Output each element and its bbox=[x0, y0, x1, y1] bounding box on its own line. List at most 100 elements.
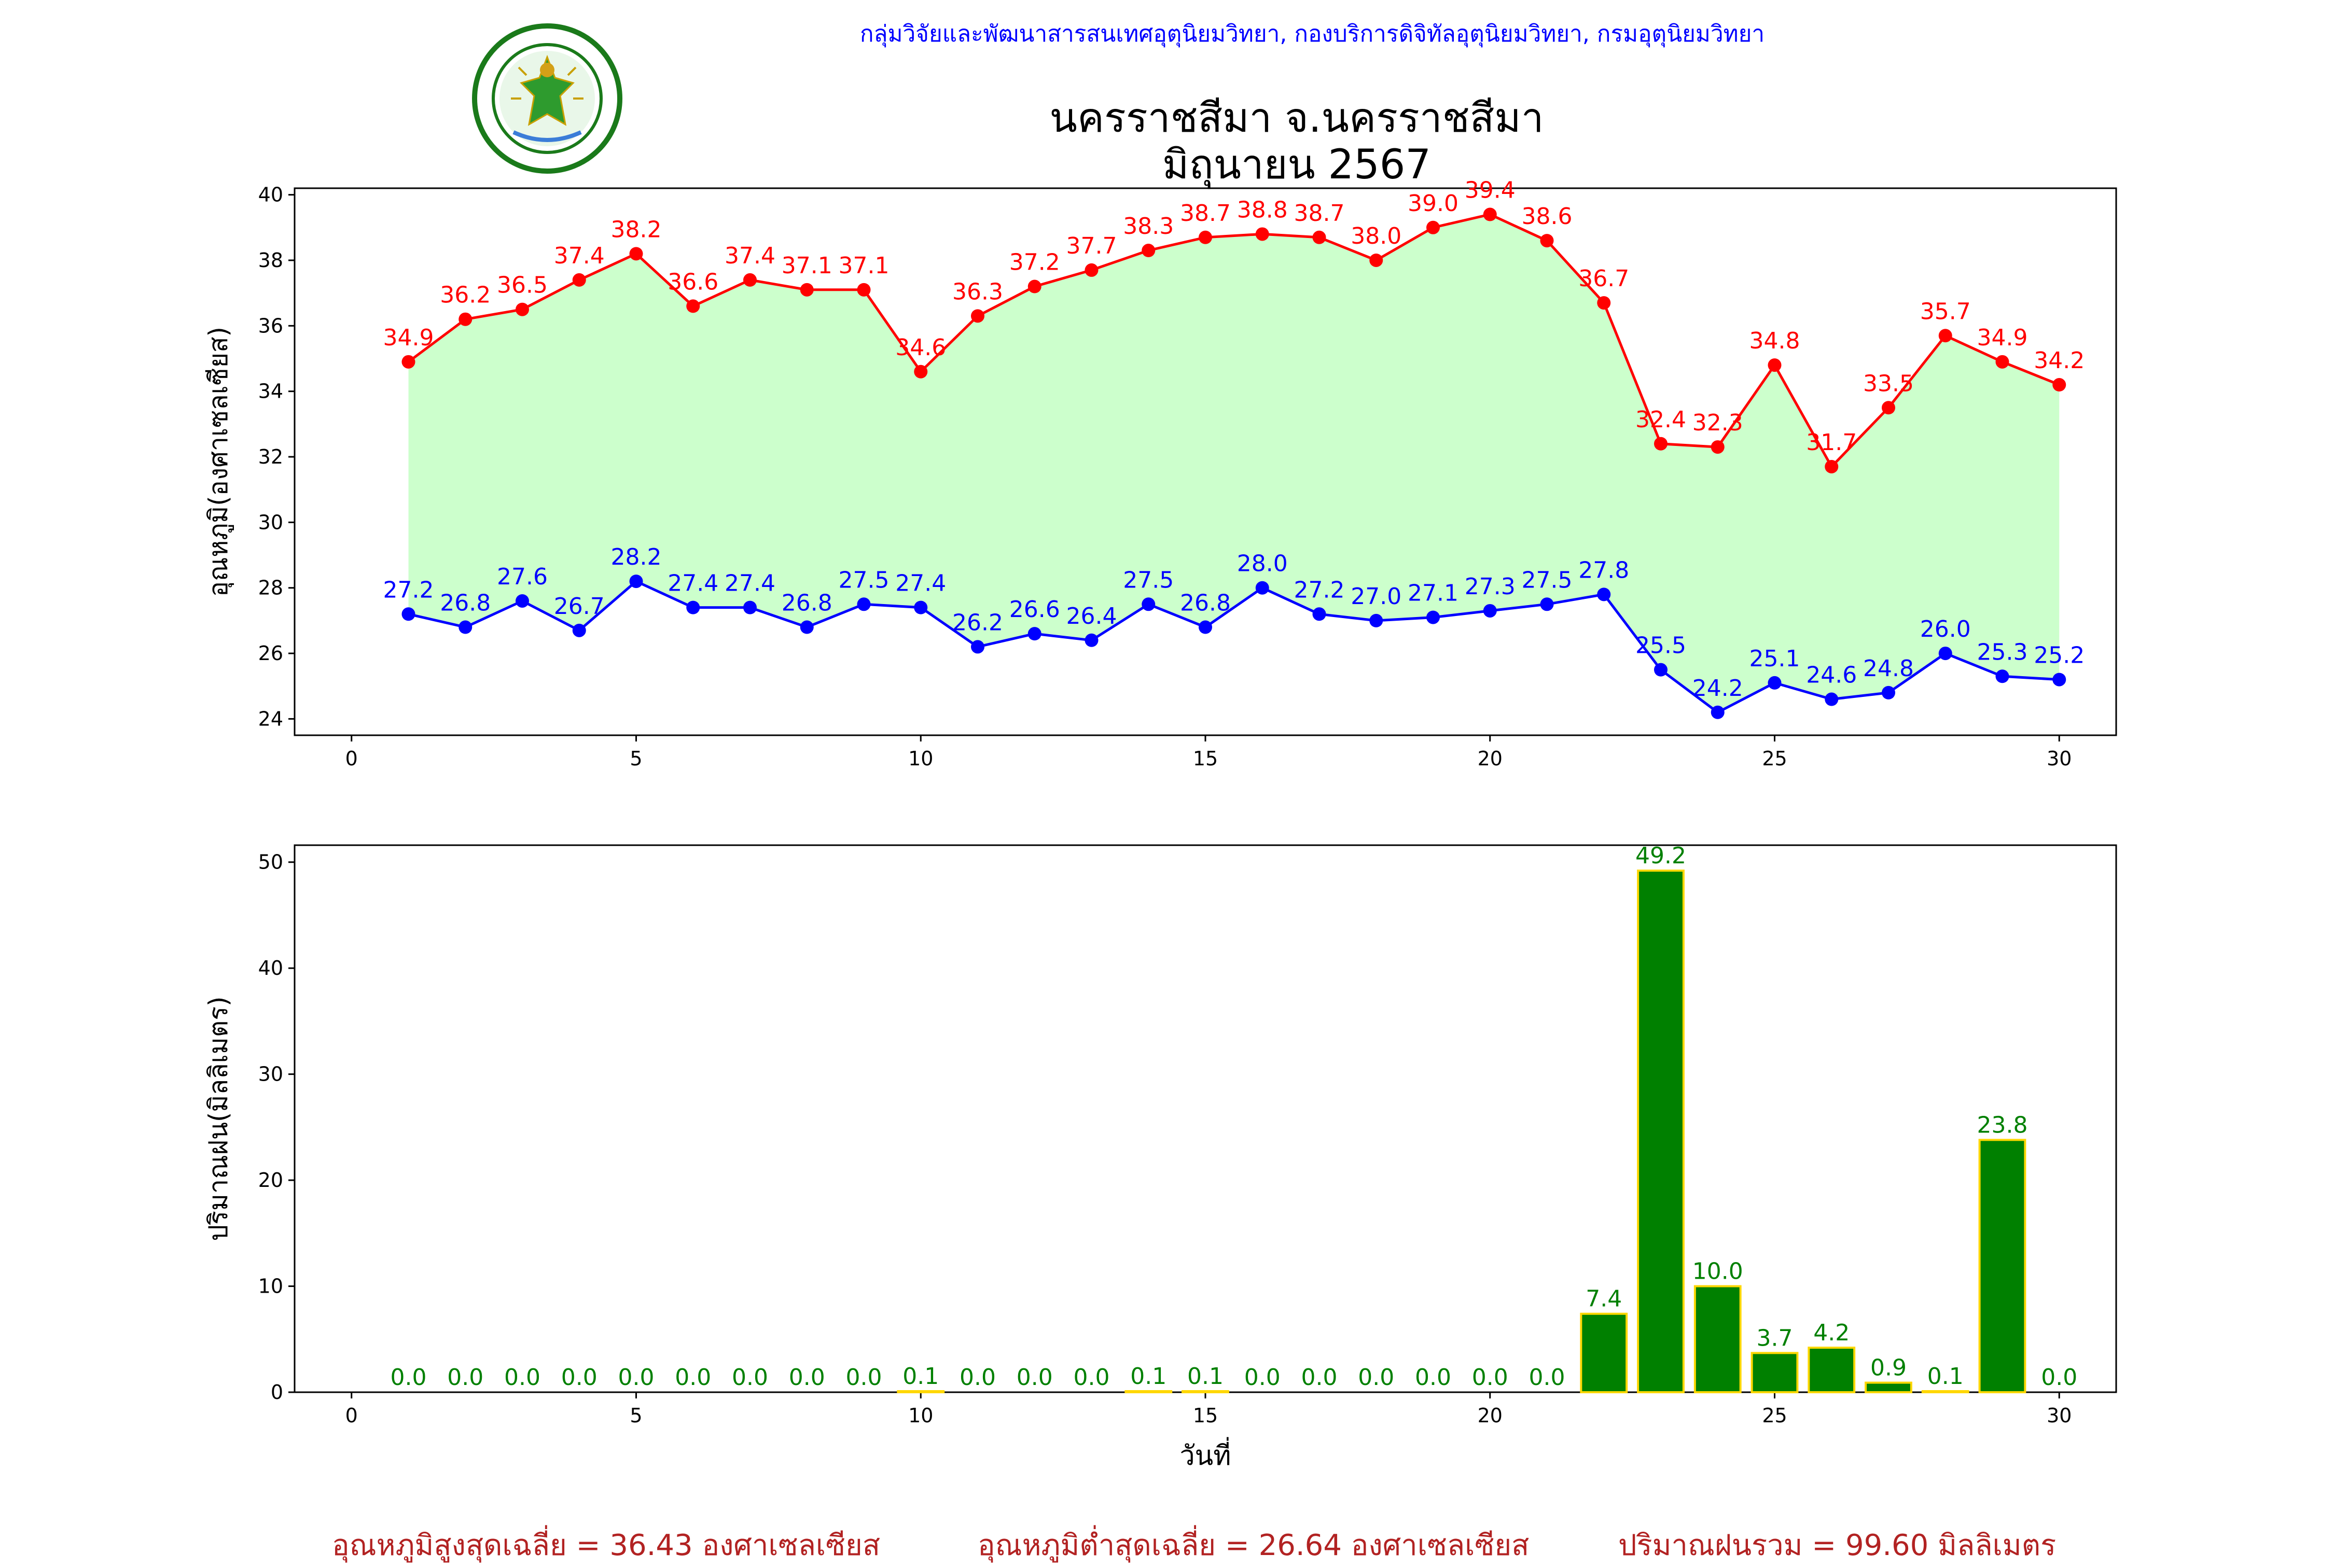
max-temp-value-label: 37.7 bbox=[1066, 233, 1117, 259]
min-temp-value-label: 25.3 bbox=[1977, 639, 2028, 665]
average-min-temperature: อุณหภูมิต่ำสุดเฉลี่ย = 26.64 องศาเซลเซีย… bbox=[978, 1529, 1530, 1562]
max-temp-value-label: 32.3 bbox=[1692, 410, 1743, 436]
min-temp-point bbox=[1938, 647, 1952, 661]
min-temp-point bbox=[1995, 669, 2009, 683]
rainfall-chart: 0 5 10 15 20 25 30 0 10 20 30 40 50 ปริมาณฝน(มิลลิเมต… bbox=[203, 843, 2117, 1472]
min-temp-value-label: 25.1 bbox=[1749, 646, 1800, 672]
temp-y-tick-label: 24 bbox=[258, 707, 283, 730]
rain-x-tick-label: 15 bbox=[1193, 1404, 1218, 1427]
temp-x-tick-label: 0 bbox=[345, 747, 358, 770]
max-temp-point bbox=[459, 312, 473, 326]
average-max-temperature: อุณหภูมิสูงสุดเฉลี่ย = 36.43 องศาเซลเซีย… bbox=[332, 1529, 881, 1562]
rain-x-tick-label: 20 bbox=[1478, 1404, 1503, 1427]
rain-value-label: 0.0 bbox=[504, 1364, 540, 1391]
max-temp-value-label: 34.9 bbox=[1977, 325, 2028, 351]
max-temp-point bbox=[1597, 296, 1611, 310]
rain-value-label: 0.9 bbox=[1870, 1355, 1907, 1381]
min-temp-value-label: 26.2 bbox=[952, 609, 1003, 636]
organization-header: กลุ่มวิจัยและพัฒนาสารสนเทศอุตุนิยมวิทยา,… bbox=[859, 21, 1765, 47]
min-temp-point bbox=[1312, 607, 1326, 621]
rain-bar bbox=[897, 1390, 945, 1393]
min-temp-point bbox=[743, 600, 757, 614]
min-temp-value-label: 27.5 bbox=[1522, 567, 1573, 593]
station-title: นครราชสีมา จ.นครราชสีมา bbox=[1049, 95, 1544, 142]
temp-y-tick-label: 30 bbox=[258, 511, 283, 534]
max-temp-value-label: 36.2 bbox=[440, 282, 491, 309]
max-temp-value-label: 38.7 bbox=[1294, 200, 1345, 227]
max-temp-point bbox=[1995, 355, 2009, 369]
min-temp-point bbox=[572, 623, 586, 637]
temperature-chart: 0 5 10 15 20 25 30 24 26 28 30 32 34 36 38 40 อุณหภูมิ(อ… bbox=[203, 177, 2117, 770]
min-temp-point bbox=[857, 597, 871, 611]
rain-value-label: 0.0 bbox=[447, 1364, 483, 1391]
temp-y-tick-label: 34 bbox=[258, 380, 283, 403]
temp-y-axis-label: อุณหภูมิ(องศาเซลเซียส) bbox=[203, 327, 234, 597]
min-temp-point bbox=[800, 620, 814, 634]
rain-value-label: 23.8 bbox=[1977, 1112, 2028, 1138]
max-temp-point bbox=[686, 299, 700, 313]
rain-value-label: 0.0 bbox=[960, 1364, 996, 1391]
min-temp-value-label: 26.4 bbox=[1066, 603, 1117, 629]
min-temp-value-label: 28.2 bbox=[611, 544, 662, 570]
rain-value-label: 0.1 bbox=[1187, 1363, 1224, 1390]
rain-value-label: 0.1 bbox=[1130, 1363, 1166, 1390]
max-temp-point bbox=[1142, 244, 1156, 258]
rain-x-tick-label: 30 bbox=[2047, 1404, 2072, 1427]
min-temp-point bbox=[1085, 633, 1099, 647]
temp-x-tick-label: 15 bbox=[1193, 747, 1218, 770]
rain-value-label: 0.0 bbox=[789, 1364, 825, 1391]
max-temp-value-label: 38.8 bbox=[1237, 197, 1288, 223]
temp-x-tick-label: 20 bbox=[1478, 747, 1503, 770]
max-temp-point bbox=[1369, 253, 1383, 267]
min-temp-value-label: 27.5 bbox=[1123, 567, 1174, 593]
rain-value-label: 7.4 bbox=[1586, 1286, 1622, 1312]
min-temp-value-label: 27.6 bbox=[497, 564, 548, 590]
rain-x-tick-label: 10 bbox=[908, 1404, 933, 1427]
min-temp-value-label: 24.2 bbox=[1692, 675, 1743, 702]
rain-value-label: 0.0 bbox=[1358, 1364, 1394, 1391]
max-temp-point bbox=[1768, 358, 1782, 372]
rain-bar bbox=[1693, 1285, 1742, 1394]
min-temp-point bbox=[516, 594, 529, 608]
max-temp-value-label: 37.1 bbox=[839, 253, 890, 279]
max-temp-point bbox=[572, 273, 586, 287]
rain-value-label: 0.0 bbox=[618, 1364, 655, 1391]
min-temp-point bbox=[401, 607, 415, 621]
max-temp-point bbox=[1711, 440, 1725, 454]
max-temp-line bbox=[408, 213, 2060, 469]
max-temp-value-label: 34.9 bbox=[383, 325, 434, 351]
rain-value-label: 0.0 bbox=[561, 1364, 598, 1391]
rain-y-tick-label: 40 bbox=[258, 957, 283, 979]
min-temp-value-label: 25.5 bbox=[1635, 633, 1686, 659]
min-temp-point bbox=[1255, 581, 1269, 595]
rain-x-axis-label: วันที่ bbox=[1179, 1437, 1231, 1472]
min-temp-value-label: 27.5 bbox=[839, 567, 890, 593]
max-temp-value-label: 31.7 bbox=[1806, 429, 1857, 456]
max-temp-value-label: 36.6 bbox=[668, 269, 718, 295]
max-temp-point bbox=[743, 273, 757, 287]
rain-plot-frame bbox=[294, 844, 2117, 1393]
min-temp-point bbox=[1369, 613, 1383, 627]
min-temp-value-label: 26.8 bbox=[782, 590, 832, 617]
rain-value-label: 0.0 bbox=[2041, 1364, 2077, 1391]
min-temp-value-label: 27.4 bbox=[668, 570, 718, 597]
min-temp-point bbox=[1199, 620, 1212, 634]
max-temp-value-label: 39.4 bbox=[1465, 177, 1516, 204]
max-temp-point bbox=[2052, 378, 2066, 392]
max-temp-value-label: 36.5 bbox=[497, 272, 548, 299]
rain-value-label: 4.2 bbox=[1813, 1320, 1850, 1346]
rain-bar bbox=[1580, 1312, 1628, 1394]
rain-bar bbox=[1751, 1352, 1799, 1394]
max-temp-value-label: 38.0 bbox=[1351, 223, 1401, 249]
temp-y-tick-label: 32 bbox=[258, 445, 283, 468]
rain-value-label: 10.0 bbox=[1692, 1258, 1743, 1285]
max-temp-value-label: 38.6 bbox=[1522, 203, 1573, 230]
max-temp-point bbox=[1027, 279, 1041, 293]
max-temp-point bbox=[1540, 234, 1554, 248]
max-temp-value-label: 38.7 bbox=[1180, 200, 1231, 227]
min-temp-point bbox=[1426, 610, 1440, 624]
min-temp-value-label: 26.8 bbox=[1180, 590, 1231, 617]
min-temp-point bbox=[1825, 692, 1839, 706]
temp-y-tick-label: 26 bbox=[258, 642, 283, 665]
min-temp-point bbox=[914, 600, 928, 614]
